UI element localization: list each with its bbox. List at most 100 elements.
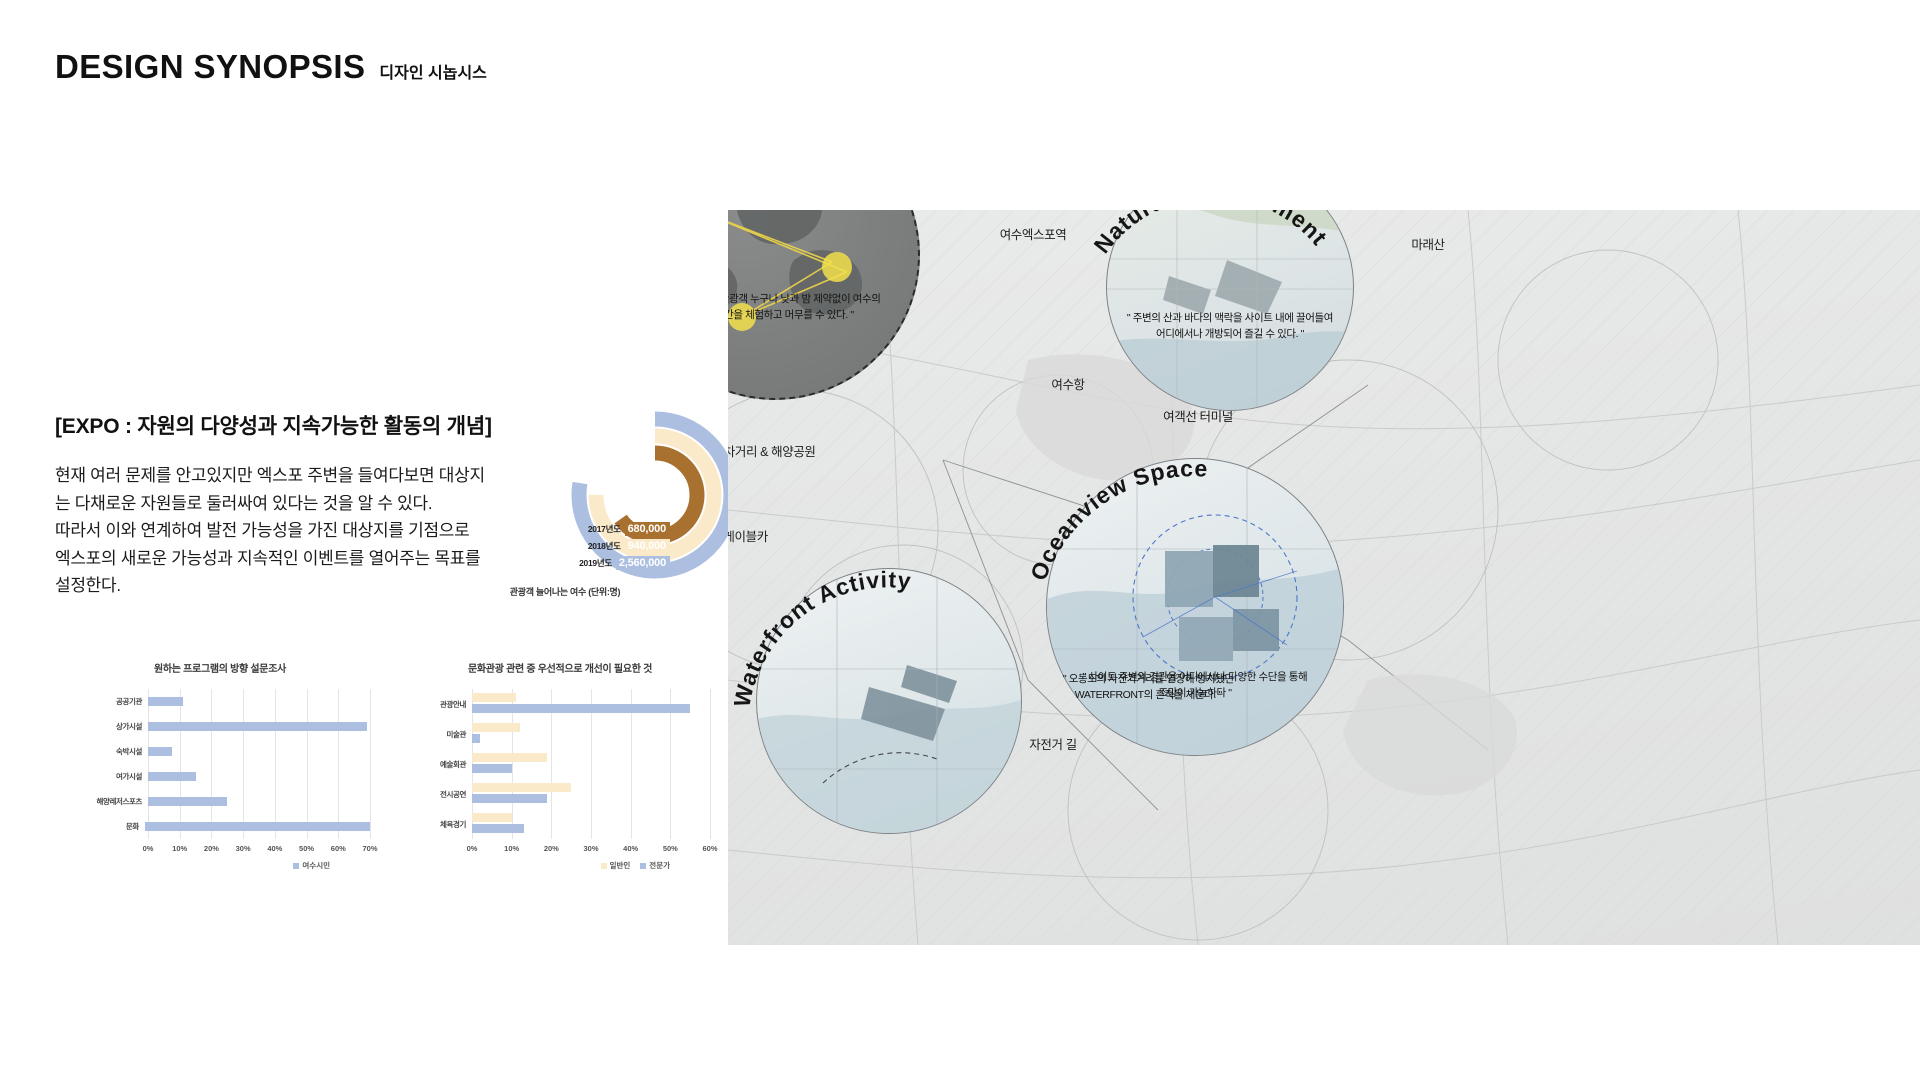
bar [148,747,172,756]
donut-year-label: 2017년도 [587,523,621,534]
donut-legend-row: 2018년도 940,000 [470,537,670,554]
bar [148,722,367,731]
bar-group [148,797,370,806]
map-label: 여객선 터미널 [1163,410,1233,424]
night-map-graphic [728,210,863,331]
chart-x-axis: 0% 10% 20% 30% 40% 50% 60% [467,842,718,858]
bar [472,734,480,743]
bar-group [148,722,370,731]
donut-value-label: 2,560,000 [615,555,670,570]
donut-year-label: 2019년도 [579,557,612,568]
chart-row: 공공기관 [70,689,370,714]
callout-quote: " 여수 주민, 관광객 누구나 낮과 밤 제약없이 여수의 수변공간을 체험하… [728,293,881,321]
category-label: 해양레저스포츠 [96,797,143,806]
bar-group [472,753,710,775]
bike-route [822,752,938,784]
donut-caption: 관광객 늘어나는 여수 (단위:명) [509,587,621,597]
bar-group [148,772,370,781]
gridline [591,689,592,839]
callout-disc [1046,458,1344,756]
bar-group [148,747,370,756]
bar-group [472,723,710,745]
map-label: 마래산 [1411,238,1445,252]
page-title: DESIGN SYNOPSIS [55,48,366,85]
chart-row: 해양레저스포츠 [70,789,370,814]
map-label: 낭만포차거리 & 해양공원 [728,445,816,459]
chart-plot-area: 관광안내 미술관 예술회관 전시공연 체육경기 [410,689,711,839]
axis-tick-label: 20% [203,844,219,853]
bar [472,794,548,803]
chart-x-axis: 0% 10% 20% 30% 40% 50% 60% 70% [143,842,378,858]
category-label: 숙박시설 [116,747,142,756]
donut-legend-row: 2017년도 680,000 [470,520,670,537]
donut-value-label: 940,000 [624,538,670,553]
axis-tick-label: 0% [466,844,478,853]
map-label: 자전거 길 [1029,738,1077,752]
callout-quote: " 오동도의 자전거거리를 연장해 방치됐던 WATERFRONT의 흔적을 채… [1062,673,1234,701]
map-label: 오동도 순환산책로 [728,718,753,734]
bar [472,783,572,792]
chart-title: 원하는 프로그램의 방향 설문조사 [153,664,287,675]
gridline [630,689,632,839]
photo-thumbnails [1165,545,1279,661]
legend-label: 일반인 [609,861,631,870]
chart-row: 체육경기 [410,809,710,839]
bar [472,693,516,702]
waterfront-map-graphic [757,569,1021,833]
chart-row: 여가시설 [70,764,370,789]
bar-group [472,693,710,715]
gridline [148,689,149,839]
callout-quote: " 주변의 산과 바다의 맥락을 사이트 내에 끌어들여 어디에서나 개방되어 … [1126,312,1334,340]
culture-tourism-improvement-chart: 문화관광 관련 중 우선적으로 개선이 필요한 것 관광안내 미술관 예술회관 전시공… [410,660,718,871]
chart-row: 상가시설 [70,714,370,739]
chart-row: 숙박시설 [70,739,370,764]
legend-swatch [640,862,647,869]
axis-tick-label: 50% [662,844,678,853]
legend-swatch [293,862,300,869]
axis-tick-label: 60% [702,844,718,853]
category-label: 전시공연 [440,789,466,799]
axis-tick-label: 20% [543,844,559,853]
light-node [728,303,756,331]
bar [148,772,196,781]
chart-rows: 관광안내 미술관 예술회관 전시공연 체육경기 [410,689,710,839]
bar [148,697,183,706]
callout-waterfront-activity[interactable]: Waterfront Activity " 오동도의 자전거거리를 연장해 방치… [734,566,1234,834]
expo-body-text: 현재 여러 문제를 안고있지만 엑스포 주변을 들여다보면 대상지 는 다채로운… [55,466,485,596]
category-label: 문화 [125,822,139,831]
intro-section: [EXPO : 자원의 다양성과 지속가능한 활동의 개념] 현재 여러 문제를… [55,410,675,600]
bar [472,764,512,773]
axis-tick-label: 30% [583,844,599,853]
gridline [179,689,181,839]
axis-tick-label: 70% [362,844,378,853]
axis-tick-label: 50% [299,844,315,853]
map-label: 해상 케이블카 [728,530,768,544]
bar [472,753,548,762]
gridline [511,689,513,839]
category-label: 미술관 [446,729,467,739]
gridline [670,689,672,839]
axis-tick-label: 40% [623,844,639,853]
site-context-map[interactable]: 힐스테이트 1단지 아파트 여수엑스포역 마래산 이순신광장 & 중앙 어시장 … [728,210,1920,945]
category-label: 공공기관 [116,697,142,706]
page-header: DESIGN SYNOPSIS 디자인 시놉시스 [55,48,487,86]
chart-row: 전시공연 [410,779,710,809]
oceanview-map-graphic [1047,459,1343,755]
chart-row: 예술회관 [410,749,710,779]
axis-tick-label: 0% [142,844,154,853]
callout-oceanview-space[interactable]: Oceanview Space " 사이트 주변의 경관을 어디에서나 다양한 … [1025,455,1344,756]
view-radius [1132,514,1298,680]
gridline [370,689,371,839]
bar-group [144,822,370,831]
page-subtitle: 디자인 시놉시스 [379,65,487,82]
gridline [243,689,245,839]
tourist-donut-chart: 2017년도 680,000 2018년도 940,000 2019년도 2,5… [510,405,745,600]
map-label: 여수항 [1051,378,1085,392]
donut-ring-2018 [588,428,722,562]
donut-ring-2017 [605,445,705,545]
map-label: 여수엑스포역 [999,228,1067,242]
chart-title: 문화관광 관련 중 우선적으로 개선이 필요한 것 [468,664,652,675]
bar [472,813,512,822]
chart-row: 미술관 [410,719,710,749]
